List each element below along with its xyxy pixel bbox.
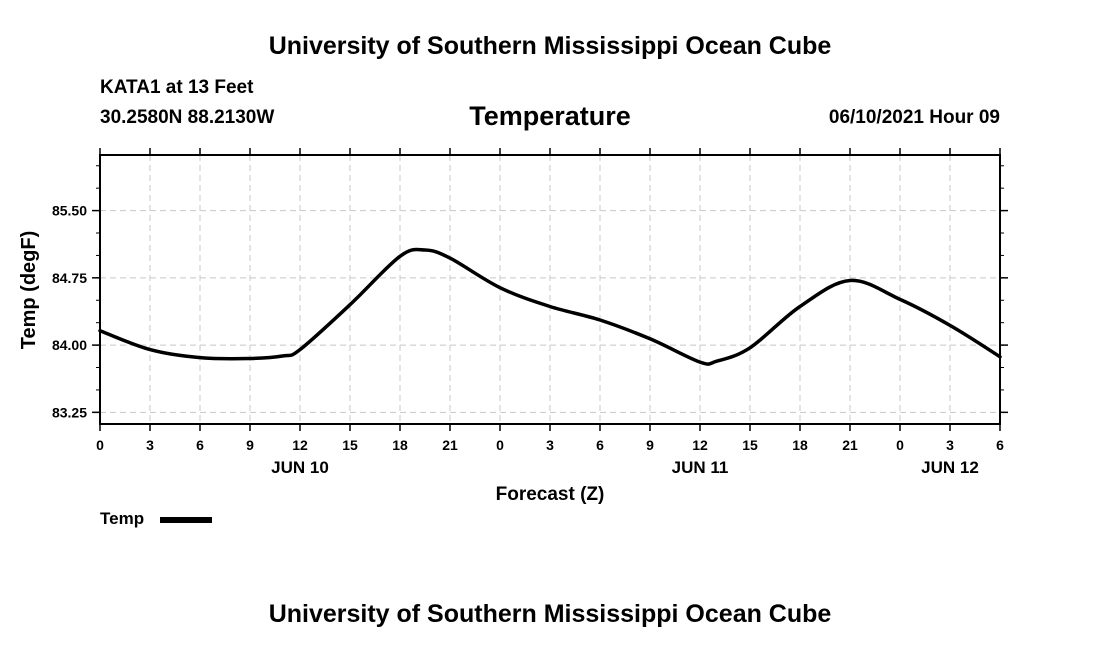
x-tick-label: 9 xyxy=(246,437,254,453)
x-tick-label: 0 xyxy=(896,437,904,453)
date-label: JUN 10 xyxy=(271,458,329,477)
x-tick-label: 18 xyxy=(792,437,808,453)
x-tick-label: 3 xyxy=(946,437,954,453)
axis-labels: 0 3 6 9 12 15 18 21 0 3 6 9 12 15 18 21 0 3 6 JUN 10 JUN 11 J… xyxy=(52,203,1004,477)
x-tick-label: 15 xyxy=(742,437,758,453)
y-axis-title: Temp (degF) xyxy=(18,231,40,350)
x-tick-label: 0 xyxy=(96,437,104,453)
x-tick-label: 18 xyxy=(392,437,408,453)
x-tick-label: 9 xyxy=(646,437,654,453)
x-tick-label: 6 xyxy=(596,437,604,453)
series-layer xyxy=(98,247,1002,366)
series-line-temp xyxy=(98,247,1002,366)
x-axis-title: Forecast (Z) xyxy=(496,484,605,505)
y-tick-label: 84.00 xyxy=(52,337,87,353)
station-name: KATA1 at 13 Feet xyxy=(100,77,254,98)
station-coordinates: 30.2580N 88.2130W xyxy=(100,107,275,128)
x-tick-label: 21 xyxy=(842,437,858,453)
axis-ticks xyxy=(92,148,1008,431)
x-tick-label: 21 xyxy=(442,437,458,453)
chart-header-title: University of Southern Mississippi Ocean… xyxy=(268,32,832,60)
chart-title: Temperature xyxy=(469,101,631,131)
legend-label: Temp xyxy=(100,509,145,528)
grid xyxy=(100,155,1000,424)
date-label: JUN 11 xyxy=(672,458,729,477)
x-tick-label: 0 xyxy=(496,437,504,453)
x-tick-label: 3 xyxy=(546,437,554,453)
chart-footer-title: University of Southern Mississippi Ocean… xyxy=(268,600,832,628)
date-label: JUN 12 xyxy=(921,458,979,477)
legend-swatch xyxy=(160,517,212,523)
x-tick-label: 6 xyxy=(996,437,1004,453)
x-tick-label: 3 xyxy=(146,437,154,453)
y-tick-label: 83.25 xyxy=(52,404,87,420)
forecast-timestamp: 06/10/2021 Hour 09 xyxy=(828,107,1000,128)
x-tick-label: 12 xyxy=(692,437,708,453)
y-tick-label: 85.50 xyxy=(52,203,87,219)
x-tick-label: 15 xyxy=(342,437,358,453)
y-tick-label: 84.75 xyxy=(52,270,87,286)
x-tick-label: 12 xyxy=(292,437,308,453)
x-tick-label: 6 xyxy=(196,437,204,453)
